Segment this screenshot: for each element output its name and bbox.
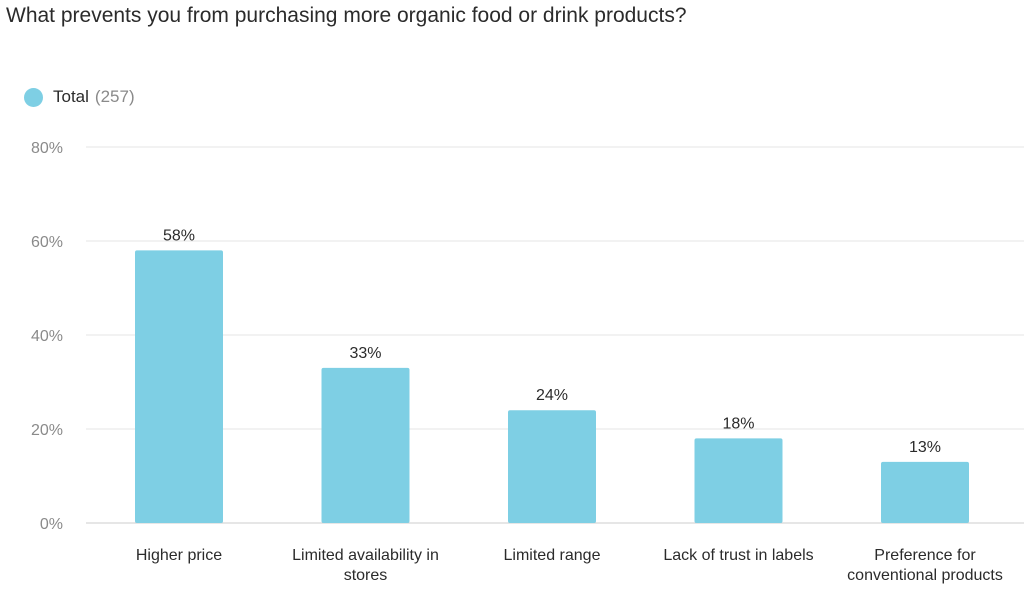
category-label: Lack of trust in labels [663, 547, 813, 564]
bar [135, 250, 223, 523]
data-label: 33% [349, 345, 381, 362]
legend-count: (257) [94, 87, 135, 106]
chart-title: What prevents you from purchasing more o… [6, 4, 687, 27]
category-label: stores [344, 567, 388, 584]
category-label: Higher price [136, 547, 222, 564]
category-label: conventional products [847, 567, 1003, 584]
bar [881, 461, 969, 523]
data-label: 24% [536, 387, 568, 404]
bar [694, 438, 783, 523]
y-tick-label: 0% [40, 516, 63, 533]
bar [321, 367, 410, 523]
legend-swatch [24, 87, 43, 107]
category-label: Limited availability in [292, 547, 439, 564]
y-tick-label: 20% [31, 422, 63, 439]
data-label: 13% [909, 439, 941, 456]
y-tick-label: 60% [31, 234, 63, 251]
bar [508, 410, 596, 523]
legend: Total (257) [24, 87, 135, 107]
y-tick-label: 40% [31, 328, 63, 345]
data-label: 18% [722, 415, 754, 432]
legend-label: Total [53, 87, 89, 106]
category-label: Preference for [874, 547, 976, 564]
data-label: 58% [163, 227, 195, 244]
y-tick-label: 80% [31, 140, 63, 157]
category-label: Limited range [504, 547, 601, 564]
